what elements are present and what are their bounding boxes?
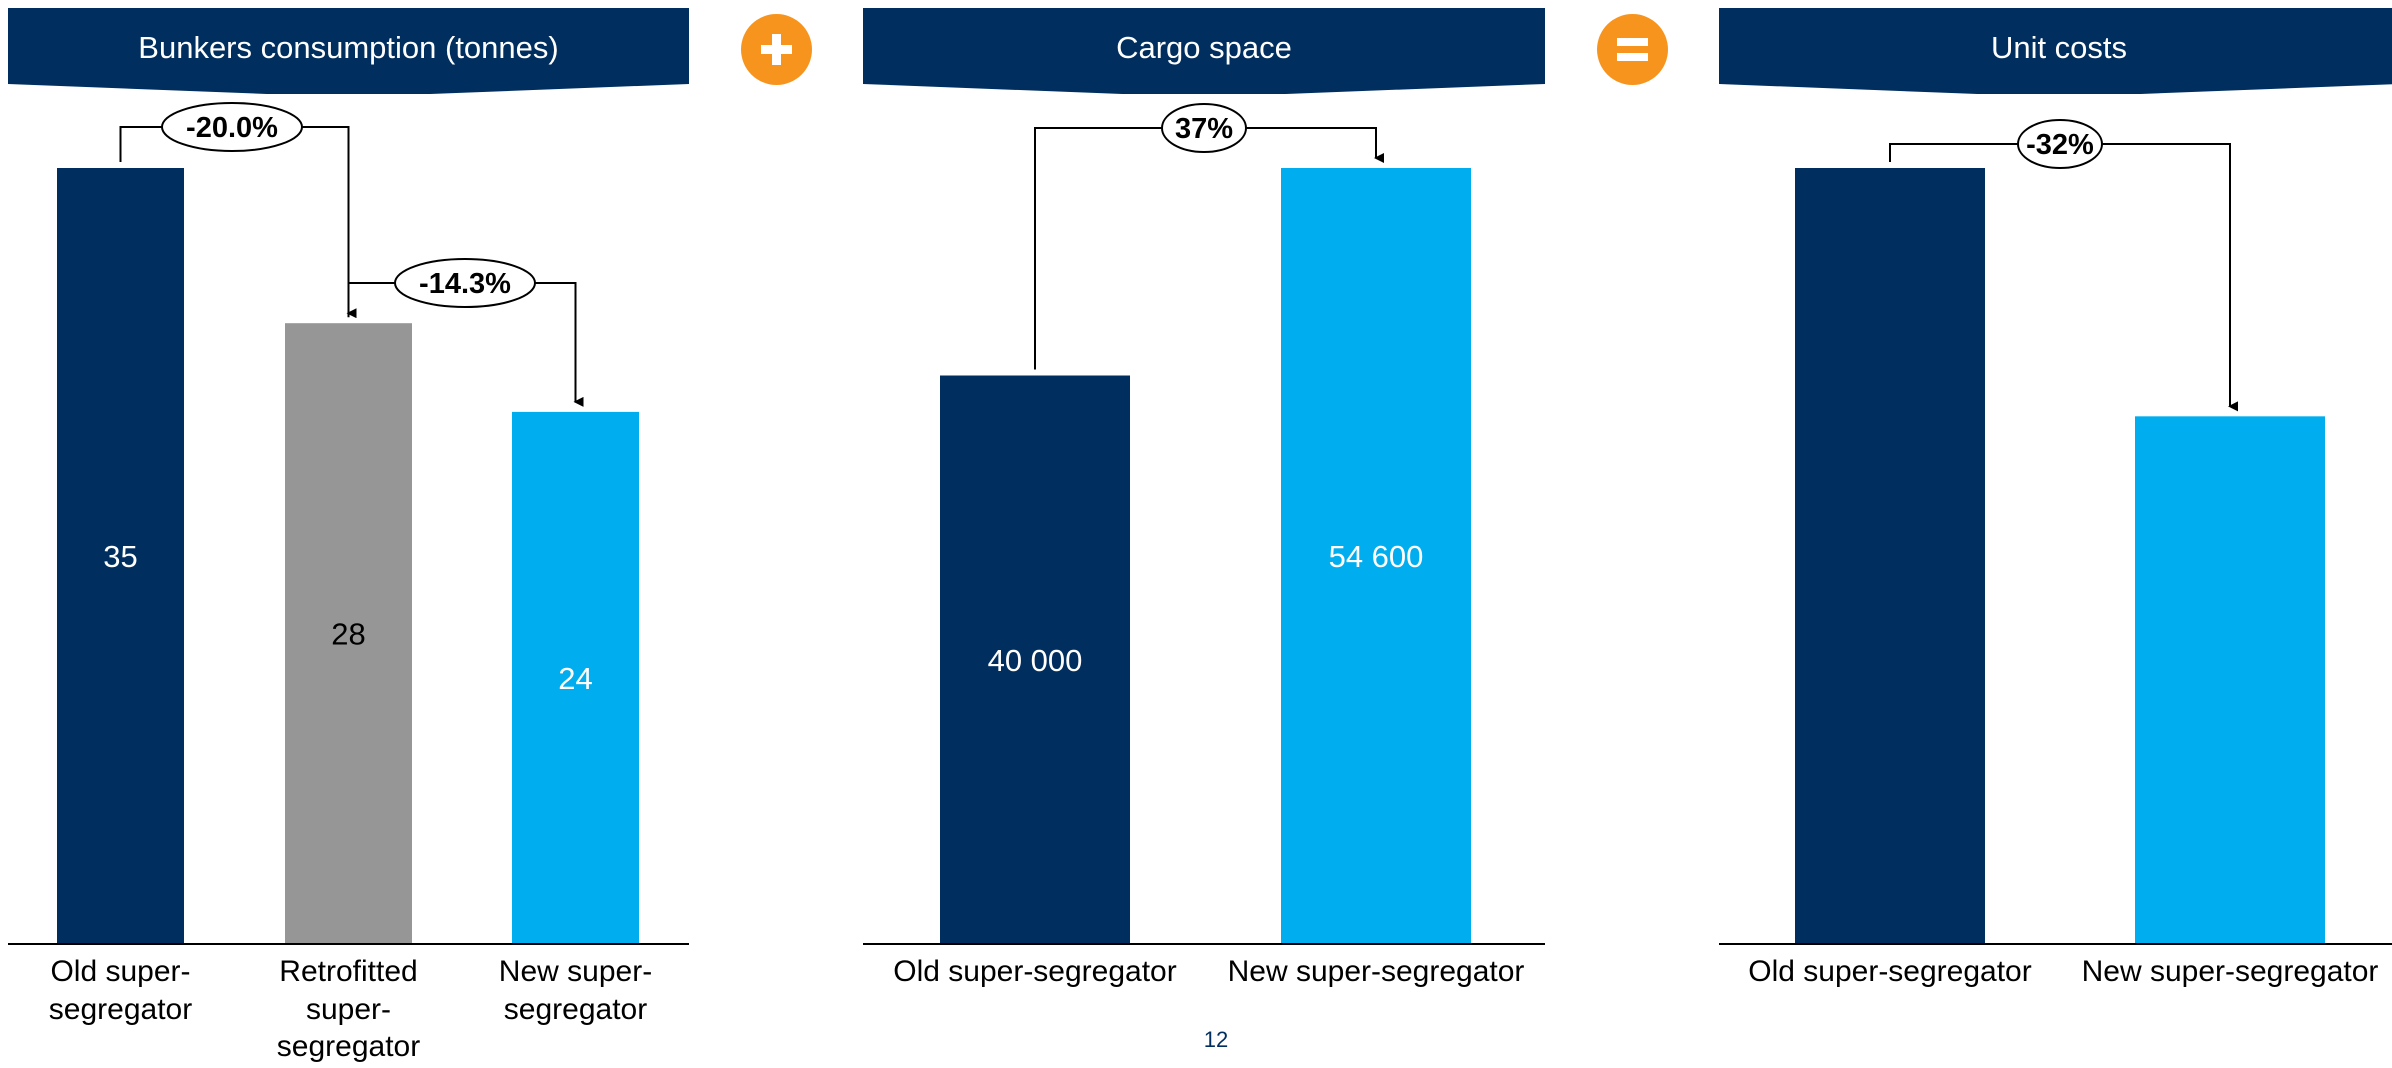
bunkers-bar-2: [285, 323, 412, 944]
unit-costs-category-label-2: New super-segregator: [2081, 955, 2379, 988]
unit-costs-title-banner: Unit costs: [1719, 8, 2392, 94]
bunkers-change-badge-2: [394, 258, 536, 308]
bunkers-value-label-1: 35: [103, 539, 137, 574]
cargo-change-label-1: 37%: [1175, 113, 1233, 145]
cargo-category-label-1: Old super-segregator: [893, 955, 1177, 988]
bunkers-chart-title: Bunkers consumption (tonnes): [138, 30, 559, 65]
cargo-category-label-2: New super-segregator: [1227, 955, 1525, 988]
bunkers-change-label-2: -14.3%: [419, 268, 511, 300]
unit-costs-chart-title: Unit costs: [1990, 30, 2128, 65]
page-number: 12: [1203, 1027, 1229, 1052]
bunkers-value-label-3: 24: [558, 661, 592, 696]
cargo-value-label-2: 54 600: [1329, 539, 1424, 574]
cargo-change-badge-1: [1161, 103, 1247, 153]
bunkers-bar-3: [512, 411, 639, 944]
cargo-title-banner: Cargo space: [863, 8, 1545, 94]
plus-icon: [741, 14, 812, 85]
bunkers-change-badge-1: [161, 102, 303, 152]
bunkers-change-label-1: -20.0%: [186, 112, 278, 144]
cargo-bar-2: [1281, 168, 1471, 944]
bunkers-category-label-2: Retrofitted super-segregator: [276, 955, 421, 1063]
bunkers-category-label-3: New super-segregator: [498, 955, 653, 1026]
cargo-bar-1: [940, 375, 1130, 944]
equals-icon: [1597, 14, 1668, 85]
unit-costs-category-label-1: Old super-segregator: [1748, 955, 2032, 988]
cargo-value-label-1: 40 000: [988, 643, 1083, 678]
unit-costs-bar-2: [2135, 416, 2325, 944]
bunkers-value-label-2: 28: [331, 617, 365, 652]
unit-costs-bar-1: [1795, 168, 1985, 944]
bunkers-bar-1: [57, 168, 184, 944]
bunkers-category-label-1: Old super-segregator: [48, 955, 193, 1026]
unit-costs-change-label-1: -32%: [2026, 129, 2094, 161]
unit-costs-change-badge-1: [2017, 119, 2103, 169]
cargo-chart-title: Cargo space: [1116, 30, 1292, 65]
bunkers-title-banner: Bunkers consumption (tonnes): [8, 8, 689, 94]
